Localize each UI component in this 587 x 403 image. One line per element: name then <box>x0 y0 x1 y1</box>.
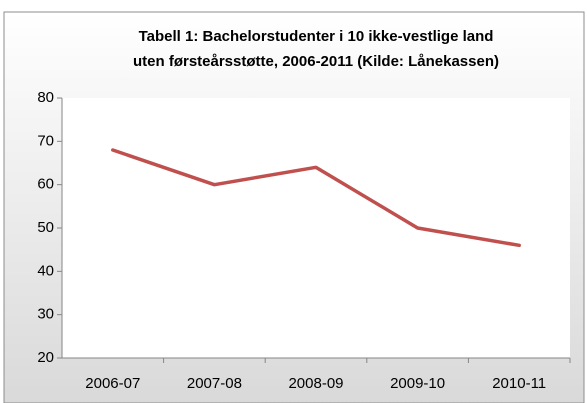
x-tick-label: 2010-11 <box>492 375 546 392</box>
chart-title: uten førsteårsstøtte, 2006-2011 (Kilde: … <box>133 53 499 70</box>
y-tick-label: 60 <box>37 176 54 193</box>
y-tick-label: 30 <box>37 306 54 323</box>
y-tick-label: 20 <box>37 349 54 366</box>
y-tick-label: 80 <box>37 89 54 106</box>
y-tick-label: 50 <box>37 219 54 236</box>
x-tick-label: 2008-09 <box>288 375 343 392</box>
y-tick-label: 40 <box>37 262 54 279</box>
plot-area <box>62 98 570 358</box>
y-tick-label: 70 <box>37 132 54 149</box>
x-tick-label: 2009-10 <box>390 375 445 392</box>
x-tick-label: 2006-07 <box>85 375 140 392</box>
x-tick-label: 2007-08 <box>187 375 242 392</box>
data-line <box>111 148 521 248</box>
chart-title: Tabell 1: Bachelorstudenter i 10 ikke-ve… <box>139 28 494 45</box>
